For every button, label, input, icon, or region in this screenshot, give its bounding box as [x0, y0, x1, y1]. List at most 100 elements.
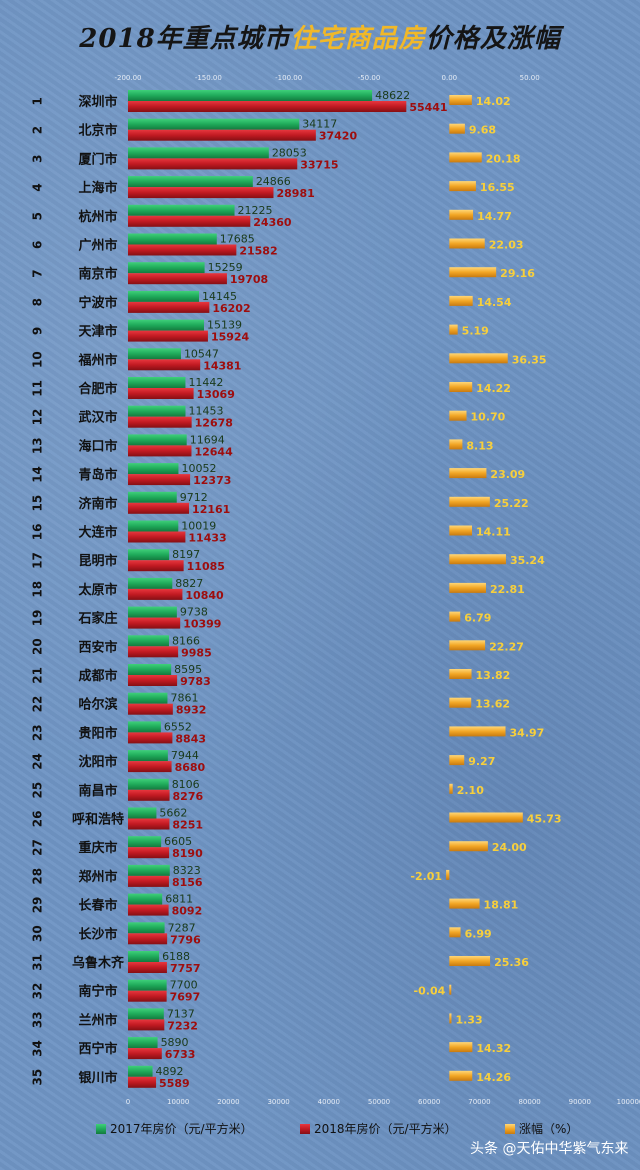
bar-2017: [128, 721, 161, 733]
value-label-2017: 9712: [180, 491, 208, 504]
rank-label: 12: [31, 409, 45, 426]
bottom-axis-tick-label: 80000: [518, 1098, 540, 1106]
bar-2017: [128, 147, 269, 159]
growth-label: 2.10: [457, 784, 484, 797]
value-label-2018: 8190: [172, 847, 203, 860]
bottom-axis-tick-label: 70000: [468, 1098, 490, 1106]
city-label: 重庆市: [78, 840, 117, 856]
city-label: 大连市: [78, 525, 117, 541]
growth-label: 6.79: [464, 612, 491, 625]
growth-label: -2.01: [410, 870, 442, 883]
rank-label: 9: [31, 327, 45, 335]
value-label-2018: 7757: [170, 962, 201, 975]
top-axis-tick-label: 0.00: [442, 74, 458, 82]
bar-growth: [449, 611, 461, 622]
rank-label: 34: [31, 1040, 45, 1057]
city-label: 西安市: [78, 639, 117, 655]
bar-growth: [449, 927, 461, 938]
growth-label: 13.62: [475, 698, 510, 711]
bar-growth: [449, 123, 465, 134]
bar-2018: [128, 761, 172, 773]
growth-label: 22.03: [489, 239, 524, 252]
bar-2017: [128, 664, 172, 675]
bar-growth: [449, 324, 458, 335]
bar-growth: [449, 181, 476, 192]
bar-2017: [128, 606, 177, 618]
city-label: 西宁市: [78, 1041, 117, 1057]
bar-growth: [449, 1070, 473, 1081]
rank-label: 20: [31, 638, 45, 655]
value-label-2017: 14145: [202, 290, 237, 303]
bar-2018: [128, 646, 179, 658]
growth-label: 6.99: [465, 927, 492, 940]
value-label-2017: 21225: [238, 204, 273, 217]
value-label-2017: 10019: [181, 520, 216, 533]
growth-label: 22.81: [490, 583, 525, 596]
value-label-2018: 37420: [319, 130, 358, 143]
rank-label: 6: [31, 241, 45, 249]
bar-2018: [128, 875, 169, 887]
bar-2017: [128, 463, 179, 475]
growth-label: 25.36: [494, 956, 529, 969]
city-label: 银川市: [78, 1070, 117, 1086]
value-label-2018: 7232: [167, 1019, 198, 1032]
bar-2017: [128, 807, 157, 819]
legend: 2017年房价（元/平方米） 2018年房价（元/平方米） 涨幅（%）: [96, 1121, 578, 1136]
value-label-2017: 17685: [220, 233, 255, 246]
value-label-2017: 15139: [207, 319, 242, 332]
bar-2018: [128, 129, 316, 141]
bar-2018: [128, 187, 274, 199]
bar-2017: [128, 118, 300, 130]
value-label-2018: 12373: [193, 474, 231, 487]
city-label: 广州市: [78, 238, 117, 254]
bar-2017: [128, 750, 168, 762]
bar-growth: [449, 783, 453, 794]
bar-2018: [128, 588, 183, 600]
bar-2017: [128, 262, 205, 274]
value-label-2017: 6605: [164, 835, 192, 848]
rank-label: 14: [31, 466, 45, 483]
bar-2018: [128, 703, 173, 715]
bar-2017: [128, 893, 163, 905]
growth-label: 14.26: [476, 1071, 511, 1084]
city-label: 成都市: [78, 668, 117, 684]
city-label: 北京市: [78, 123, 117, 139]
bar-2018: [128, 330, 208, 342]
bar-2018: [128, 789, 170, 801]
city-label: 沈阳市: [78, 754, 117, 770]
bar-growth: [449, 267, 497, 278]
bar-2018: [128, 416, 192, 428]
rank-label: 8: [31, 298, 45, 306]
bar-growth: [449, 640, 486, 651]
value-label-2018: 10399: [183, 618, 221, 631]
bar-2018: [128, 1076, 157, 1088]
value-label-2018: 12678: [195, 417, 233, 430]
bottom-axis-tick-label: 50000: [368, 1098, 390, 1106]
rank-label: 22: [31, 696, 45, 713]
city-label: 南昌市: [78, 783, 117, 799]
rank-label: 28: [31, 868, 45, 885]
bar-2017: [128, 290, 200, 302]
bar-2017: [128, 377, 186, 388]
rank-label: 17: [31, 552, 45, 569]
growth-label: 20.18: [486, 152, 521, 165]
bar-2017: [128, 204, 235, 216]
value-label-2017: 6811: [165, 893, 193, 906]
rank-label: 19: [31, 610, 45, 627]
rank-label: 21: [31, 667, 45, 684]
value-label-2017: 28053: [272, 146, 307, 159]
value-label-2018: 8251: [172, 819, 203, 832]
bar-2018: [128, 1019, 165, 1031]
bottom-axis-tick-label: 10000: [167, 1098, 189, 1106]
growth-label: 9.27: [468, 755, 495, 768]
value-label-2018: 28981: [276, 187, 314, 200]
